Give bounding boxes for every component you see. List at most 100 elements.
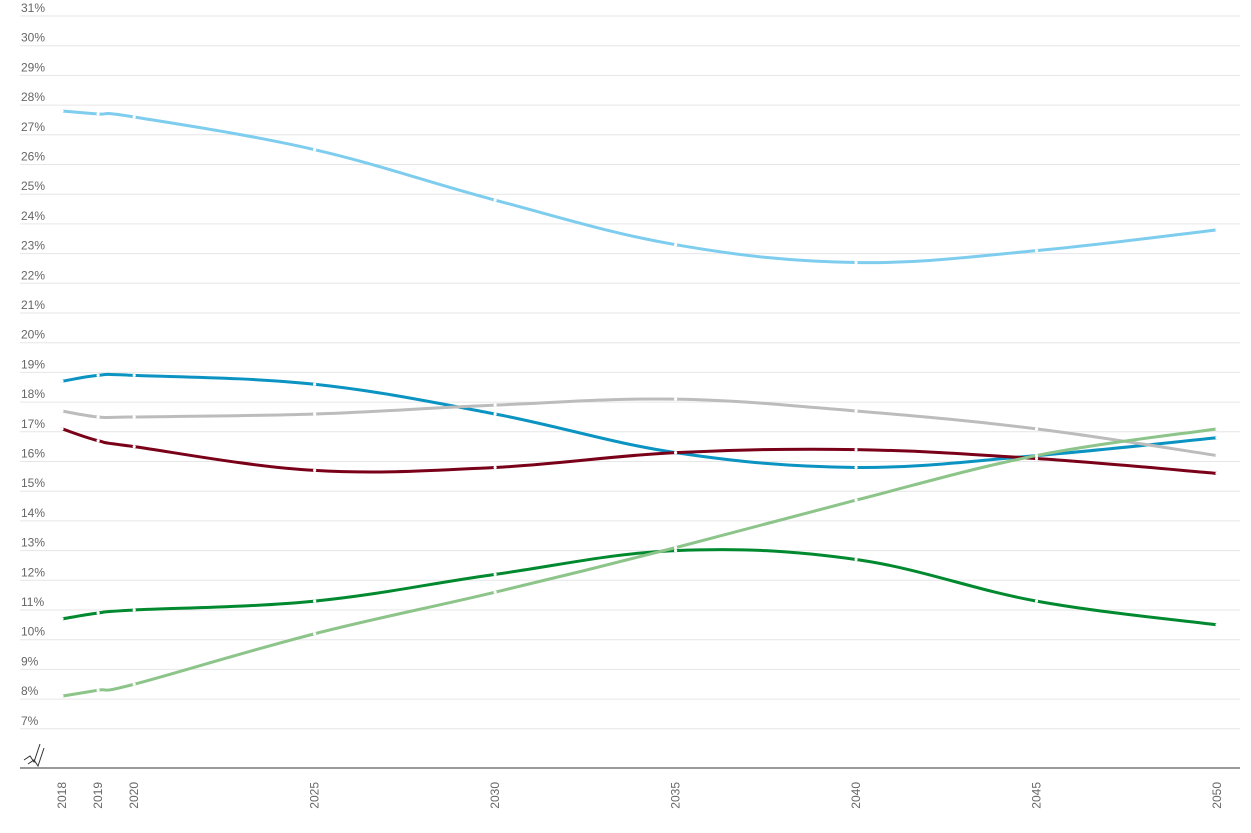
data-point xyxy=(132,415,136,419)
data-point xyxy=(1215,427,1219,431)
data-point xyxy=(673,243,678,247)
data-point xyxy=(1215,471,1219,475)
data-point xyxy=(493,198,497,202)
x-tick-label: 2040 xyxy=(849,782,863,809)
x-tick-label: 2020 xyxy=(127,782,141,809)
data-point xyxy=(96,112,100,116)
data-point xyxy=(493,412,497,416)
data-point xyxy=(313,599,317,603)
data-point xyxy=(854,557,858,562)
data-point xyxy=(132,682,136,686)
series-1 xyxy=(60,109,1219,265)
y-tick-label: 26% xyxy=(21,150,45,164)
y-tick-label: 28% xyxy=(21,90,45,104)
x-tick-label: 2025 xyxy=(308,782,322,809)
x-tick-label: 2019 xyxy=(91,782,105,809)
x-tick-label: 2035 xyxy=(669,782,683,809)
y-tick-label: 15% xyxy=(21,476,45,490)
y-tick-label: 12% xyxy=(21,565,45,579)
data-point xyxy=(854,260,858,265)
data-point xyxy=(96,611,100,615)
y-tick-label: 18% xyxy=(21,387,45,401)
data-point xyxy=(493,572,497,576)
data-point xyxy=(313,382,317,386)
y-tick-label: 21% xyxy=(21,298,45,312)
data-point xyxy=(132,445,136,449)
x-axis-tick-labels: 2018 2019 2020 2025 2030 2035 2040 2045 2050 xyxy=(55,782,1224,809)
data-point xyxy=(854,498,858,502)
y-tick-label: 7% xyxy=(21,714,39,728)
data-point xyxy=(60,694,64,698)
series-6 xyxy=(60,427,1219,698)
data-point xyxy=(313,148,317,152)
series-line xyxy=(60,397,1219,458)
data-point xyxy=(60,409,64,413)
data-point xyxy=(1215,228,1219,232)
data-point xyxy=(673,549,678,553)
data-point xyxy=(493,590,497,594)
y-tick-label: 13% xyxy=(21,536,45,550)
data-point xyxy=(60,427,64,431)
x-tick-label: 2050 xyxy=(1210,782,1224,809)
grid-lines xyxy=(20,15,1240,730)
data-point xyxy=(1034,249,1039,253)
series-4 xyxy=(60,427,1219,475)
data-point xyxy=(854,465,858,470)
data-point xyxy=(60,617,64,621)
axis-break-icon xyxy=(23,743,45,768)
series-5 xyxy=(60,548,1219,627)
data-point xyxy=(1034,599,1039,603)
y-tick-label: 20% xyxy=(21,328,45,342)
data-point xyxy=(132,373,136,377)
x-tick-label: 2018 xyxy=(55,782,69,809)
data-point xyxy=(854,448,858,452)
y-tick-label: 27% xyxy=(21,120,45,134)
data-point xyxy=(1215,623,1219,627)
y-tick-label: 25% xyxy=(21,179,45,193)
series-group xyxy=(60,109,1219,698)
data-point xyxy=(1034,427,1039,431)
y-tick-label: 14% xyxy=(21,506,45,520)
data-point xyxy=(854,409,858,413)
y-tick-label: 31% xyxy=(21,1,45,15)
series-3 xyxy=(60,397,1219,458)
data-point xyxy=(1215,436,1219,440)
y-tick-label: 11% xyxy=(21,595,44,609)
y-tick-label: 30% xyxy=(21,31,45,45)
data-point xyxy=(60,109,64,113)
y-tick-label: 10% xyxy=(21,625,45,639)
y-tick-label: 8% xyxy=(21,684,39,698)
data-point xyxy=(673,397,678,401)
y-tick-label: 16% xyxy=(21,447,45,461)
series-line xyxy=(60,109,1219,265)
y-tick-label: 23% xyxy=(21,239,45,253)
y-tick-label: 9% xyxy=(21,654,39,668)
data-point xyxy=(60,379,64,383)
data-point xyxy=(493,465,497,470)
data-point xyxy=(132,608,136,612)
y-tick-label: 24% xyxy=(21,209,45,223)
data-point xyxy=(132,115,136,119)
data-point xyxy=(1034,453,1039,458)
data-point xyxy=(96,373,100,377)
data-point xyxy=(96,415,100,419)
data-point xyxy=(673,546,678,550)
x-tick-label: 2030 xyxy=(488,782,502,809)
y-tick-label: 17% xyxy=(21,417,45,431)
x-tick-label: 2045 xyxy=(1030,782,1044,809)
series-line xyxy=(60,372,1219,469)
data-point xyxy=(313,468,317,473)
y-tick-label: 19% xyxy=(21,357,45,371)
data-point xyxy=(1215,453,1219,458)
y-tick-label: 29% xyxy=(21,60,45,74)
data-point xyxy=(313,632,317,636)
series-line xyxy=(60,548,1219,627)
data-point xyxy=(96,688,100,692)
data-point xyxy=(1034,456,1039,461)
series-line xyxy=(60,427,1219,698)
y-axis-tick-labels: 7% 8% 9% 10% 11% 12% 13% 14% 15% 16% 17% 18% 19% 20% 2… xyxy=(21,1,45,728)
series-line xyxy=(60,427,1219,475)
data-point xyxy=(493,403,497,407)
y-tick-label: 22% xyxy=(21,268,45,282)
